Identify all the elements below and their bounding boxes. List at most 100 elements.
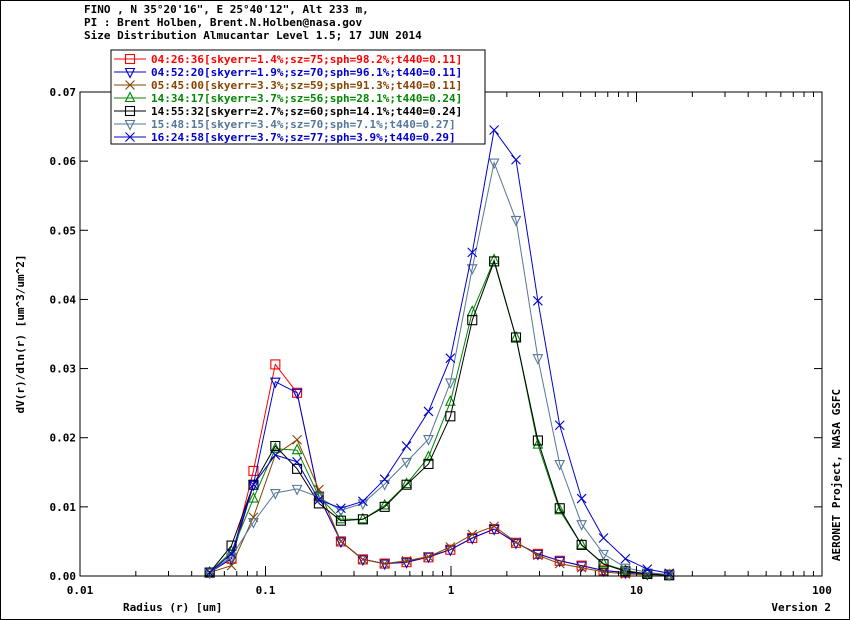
data-point <box>226 560 237 571</box>
series-line <box>209 128 670 574</box>
data-point <box>445 353 456 364</box>
data-point <box>204 568 216 580</box>
data-point <box>401 555 412 566</box>
data-point <box>467 315 478 326</box>
data-point <box>510 330 522 342</box>
data-point <box>642 564 653 574</box>
legend-label: 04:52:20[skyerr=1.9%;sz=70;sph=96.1%;t44… <box>151 66 462 79</box>
x-axis-label: Radius (r) [um] <box>123 601 222 614</box>
data-point <box>532 354 544 365</box>
data-point <box>335 506 347 518</box>
data-point <box>401 479 412 490</box>
data-point <box>291 443 303 455</box>
data-point <box>248 479 259 490</box>
series-line <box>209 439 670 576</box>
series-line <box>209 363 670 576</box>
series-line <box>209 160 670 576</box>
legend-label: 15:48:15[skyerr=3.4%;sz=70;sph=7.1%;t440… <box>151 118 456 131</box>
data-point <box>576 520 588 531</box>
data-point <box>379 558 390 569</box>
data-point <box>576 538 588 549</box>
data-point <box>423 406 434 417</box>
data-point <box>444 395 456 406</box>
series-layer <box>204 125 675 582</box>
data-point <box>423 435 434 446</box>
data-point <box>554 558 565 569</box>
data-point <box>226 548 237 559</box>
data-point <box>532 549 544 561</box>
data-point <box>291 388 303 400</box>
data-point <box>226 545 237 556</box>
y-tick-label: 0.03 <box>50 363 77 376</box>
data-point <box>291 484 303 496</box>
y-tick-label: 0.02 <box>50 432 77 445</box>
y-tick-label: 0.01 <box>50 501 77 514</box>
series-6 <box>204 158 675 582</box>
data-point <box>379 479 391 491</box>
y-tick-label: 0.00 <box>50 570 77 583</box>
series-7 <box>204 125 675 579</box>
header-pi: PI : Brent Holben, Brent.N.Holben@nasa.g… <box>84 16 363 29</box>
legend-label: 05:45:00[skyerr=3.3%;sz=59;sph=91.3%;t44… <box>151 79 462 92</box>
data-point <box>358 496 368 507</box>
data-point <box>379 474 390 485</box>
x-tick-label: 0.01 <box>67 584 94 597</box>
data-point <box>335 537 347 549</box>
data-point <box>270 440 281 452</box>
data-point <box>226 540 237 551</box>
legend-entry: 05:45:00[skyerr=3.3%;sz=59;sph=91.3%;t44… <box>114 79 462 92</box>
legend-label: 14:34:17[skyerr=3.7%;sz=56;sph=28.1%;t44… <box>151 92 462 105</box>
data-point <box>598 549 609 561</box>
data-point <box>292 457 302 467</box>
y-tick-label: 0.04 <box>50 293 77 306</box>
version-label: Version 2 <box>771 601 831 614</box>
series-5 <box>204 256 675 581</box>
data-point <box>423 450 434 462</box>
data-point <box>269 488 281 500</box>
y-tick-label: 0.07 <box>50 86 77 99</box>
data-point <box>467 247 478 258</box>
data-point <box>467 529 478 540</box>
data-point <box>532 295 543 306</box>
data-point <box>489 521 500 532</box>
data-point <box>313 484 324 495</box>
legend-entry: 15:48:15[skyerr=3.4%;sz=70;sph=7.1%;t440… <box>114 118 456 131</box>
data-point <box>292 434 302 445</box>
y-tick-label: 0.06 <box>50 155 77 168</box>
data-point <box>313 495 324 505</box>
y-axis-label: dV(r)/dln(r) [um^3/um^2] <box>14 255 27 414</box>
legend-entry: 16:24:58[skyerr=3.7%;sz=77;sph=3.9%;t440… <box>114 131 456 144</box>
data-point <box>510 332 522 343</box>
data-point <box>598 533 609 543</box>
data-point <box>532 437 544 449</box>
y-tick-label: 0.05 <box>50 224 77 237</box>
data-point <box>270 450 281 460</box>
data-point <box>445 542 456 552</box>
series-3 <box>204 434 675 581</box>
data-point <box>445 411 456 422</box>
series-line <box>209 259 670 576</box>
data-point <box>379 559 391 571</box>
data-point <box>248 512 259 523</box>
data-point <box>554 503 566 515</box>
data-point <box>488 253 500 265</box>
header-product: Size Distribution Almucantar Level 1.5; … <box>84 29 422 42</box>
data-point <box>554 420 565 431</box>
legend-marker <box>124 119 136 131</box>
data-point <box>423 458 434 470</box>
legend-marker <box>125 80 135 90</box>
legend-marker <box>125 132 135 142</box>
data-point <box>336 536 346 547</box>
data-point <box>532 435 543 446</box>
legend-marker <box>124 67 136 79</box>
series-4 <box>204 253 675 580</box>
data-point <box>269 377 281 389</box>
data-point <box>576 493 587 504</box>
data-point <box>248 480 259 492</box>
data-point <box>576 561 588 573</box>
legend-marker <box>124 53 136 65</box>
legend-label: 16:24:58[skyerr=3.7%;sz=77;sph=3.9%;t440… <box>151 131 456 144</box>
data-point <box>466 264 478 276</box>
data-point <box>401 441 412 451</box>
